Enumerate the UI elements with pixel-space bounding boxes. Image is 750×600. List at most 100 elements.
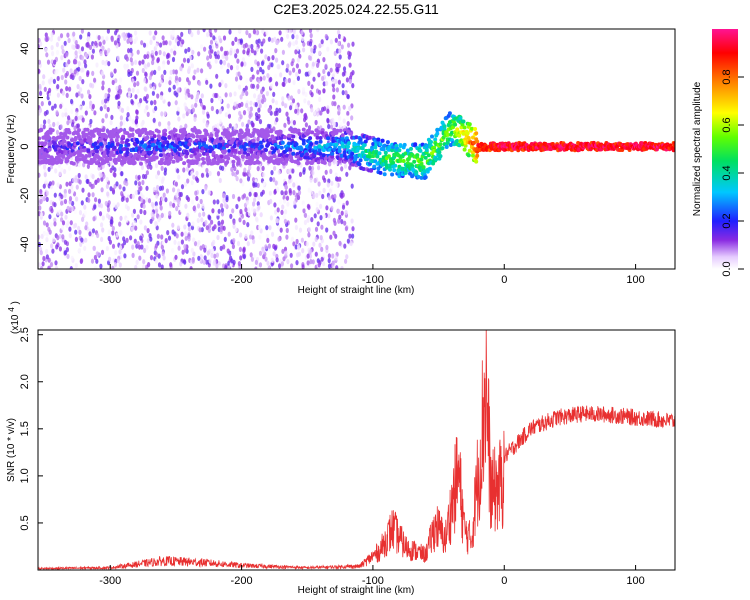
spectrogram-cell (334, 142, 339, 147)
spectrogram-cell (76, 84, 80, 90)
snr-y-tick-label: 2.0 (19, 374, 31, 389)
spectrogram-cell (251, 122, 255, 128)
spectrogram-cell (202, 118, 206, 124)
spectrogram-cell (164, 79, 168, 85)
spectrogram-cell (275, 117, 279, 123)
spectrogram-cell (151, 142, 156, 147)
spectrogram-cell (50, 243, 54, 249)
spectrogram-cell (289, 95, 294, 101)
spectrogram-x-tick-label: 0 (501, 274, 507, 286)
spectrogram-cell (187, 142, 192, 147)
spectrogram-cell (136, 154, 141, 159)
spectrogram-cell (282, 127, 286, 133)
spectrogram-cell (193, 116, 197, 122)
spectrogram-x-tick-label: -300 (99, 274, 121, 286)
spectrogram-cell (75, 184, 79, 190)
spectrogram-cell (62, 145, 67, 150)
spectrogram-cell (298, 53, 302, 59)
spectrogram-cell (50, 161, 55, 166)
spectrogram-cell (141, 179, 145, 186)
spectrogram-cell (67, 130, 72, 135)
spectrogram-cell (294, 104, 299, 110)
spectrogram-cell (67, 59, 71, 65)
spectrogram-cell (347, 54, 351, 60)
spectrogram-cell (126, 205, 130, 211)
spectrogram-cell (222, 197, 226, 204)
spectrogram-cell (202, 105, 206, 111)
spectrogram-cell (150, 201, 154, 207)
spectrogram-cell (329, 124, 334, 130)
spectrogram-cell (119, 121, 123, 127)
spectrogram-cell (231, 40, 235, 46)
spectrogram-cell (143, 225, 147, 231)
spectrogram-cell (193, 241, 198, 247)
spectrogram-cell (97, 35, 101, 41)
spectrogram-cell (104, 200, 108, 207)
spectrogram-cell (42, 220, 47, 226)
spectrogram-cell (242, 246, 246, 252)
spectrogram-cell (358, 158, 363, 163)
spectrogram-cell (246, 147, 250, 153)
spectrogram-cell (332, 94, 336, 100)
spectrogram-cell (109, 160, 113, 166)
spectrogram-cell (77, 128, 81, 133)
spectrogram-cell (296, 252, 300, 258)
spectrogram-cell (106, 96, 110, 102)
spectrogram-cell (287, 141, 292, 146)
spectrogram-cell (332, 159, 336, 165)
spectrogram-cell (301, 138, 306, 143)
spectrogram-cell (316, 62, 320, 68)
spectrogram-cell (184, 181, 188, 187)
spectrogram-cell (98, 128, 102, 133)
spectrogram-cell (219, 226, 223, 232)
spectrogram-cell (311, 170, 315, 176)
spectrogram-cell (99, 142, 103, 147)
spectrogram-cell (72, 151, 77, 156)
spectrogram-cell (138, 255, 142, 261)
spectrogram-cell (79, 241, 83, 247)
spectrogram-cell (248, 191, 252, 197)
spectrogram-cell (162, 141, 167, 145)
spectrogram-cell (262, 75, 266, 81)
spectrogram-cell (271, 55, 275, 61)
spectrogram-cell (38, 205, 42, 211)
spectrogram-cell (57, 36, 61, 42)
spectrogram-cell (123, 65, 127, 71)
spectrogram-cell (329, 39, 333, 45)
spectrogram-cell (187, 236, 191, 242)
spectrogram-cell (91, 70, 95, 76)
spectrogram-cell (276, 207, 280, 213)
spectrogram-cell (90, 54, 94, 60)
spectrogram-cell (340, 265, 344, 269)
spectrogram-cell (99, 50, 103, 57)
spectrogram-cell (144, 71, 148, 77)
spectrogram-cell (261, 165, 265, 171)
spectrogram-cell (104, 135, 109, 140)
spectrogram-cell (237, 261, 241, 267)
spectrogram-cell (325, 80, 329, 86)
spectrogram-cell (318, 139, 323, 144)
spectrogram-cell (248, 164, 252, 170)
spectrogram-cell (324, 63, 328, 69)
spectrogram-cell (323, 177, 327, 183)
spectrogram-cell (180, 31, 184, 37)
spectrogram-cell (473, 127, 478, 131)
spectrogram-cell (300, 108, 304, 114)
spectrogram-cell (309, 259, 313, 265)
spectrogram-cell (264, 148, 268, 152)
spectrogram-cell (146, 111, 150, 117)
spectrogram-cell (167, 235, 172, 241)
spectrogram-cell (196, 29, 200, 35)
spectrogram-cell (103, 60, 108, 66)
spectrogram-cell (423, 175, 428, 180)
spectrogram-cell (229, 50, 233, 56)
spectrogram-cell (55, 110, 59, 116)
spectrogram-cell (133, 238, 137, 244)
spectrogram-cell (351, 70, 355, 76)
spectrogram-cell (297, 88, 301, 95)
spectrogram-cell (273, 110, 277, 117)
spectrogram-cell (316, 29, 320, 33)
spectrogram-cell (248, 33, 252, 39)
spectrogram-cell (261, 248, 265, 254)
spectrogram-cell (145, 185, 149, 191)
